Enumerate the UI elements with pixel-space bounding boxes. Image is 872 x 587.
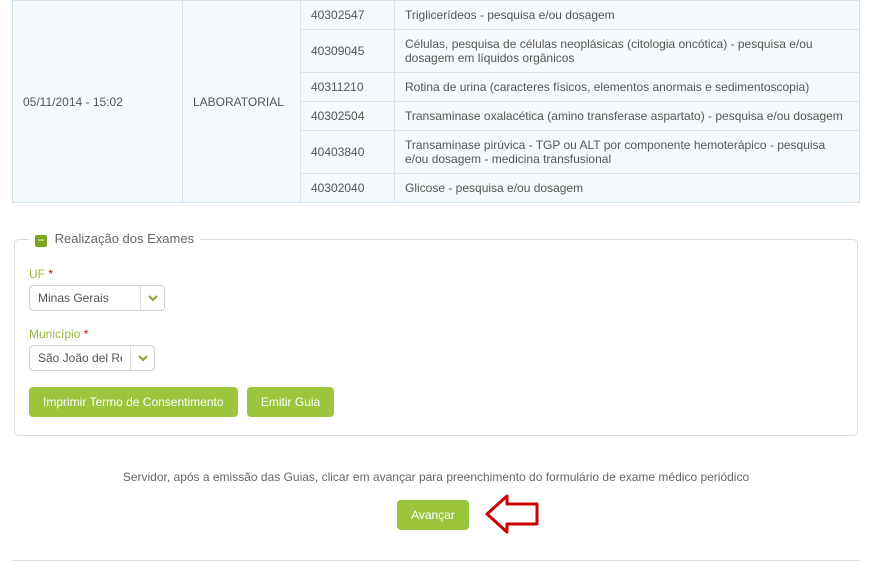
exam-desc-cell: Células, pesquisa de células neoplásicas…: [395, 30, 860, 73]
exam-code-cell: 40302547: [301, 1, 395, 30]
exam-code-cell: 40309045: [301, 30, 395, 73]
advance-button[interactable]: Avançar: [397, 500, 469, 530]
municipio-select[interactable]: [29, 345, 155, 371]
chevron-down-icon: [148, 293, 158, 303]
municipio-dropdown-arrow[interactable]: [130, 346, 154, 370]
uf-select[interactable]: [29, 285, 165, 311]
exam-code-cell: 40311210: [301, 73, 395, 102]
exam-category-cell: LABORATORIAL: [183, 1, 301, 203]
municipio-label: Município *: [29, 327, 843, 341]
municipio-input[interactable]: [30, 346, 130, 370]
exam-desc-cell: Triglicerídeos - pesquisa e/ou dosagem: [395, 1, 860, 30]
callout-arrow-icon: [482, 494, 542, 537]
separator: [12, 560, 860, 561]
collapse-icon[interactable]: −: [35, 235, 47, 247]
print-consent-button[interactable]: Imprimir Termo de Consentimento: [29, 387, 238, 417]
exam-code-cell: 40302040: [301, 174, 395, 203]
uf-input[interactable]: [30, 286, 140, 310]
exam-datetime-cell: 05/11/2014 - 15:02: [13, 1, 183, 203]
realizacao-exames-panel: − Realização dos Exames UF * Município *: [14, 231, 858, 436]
exams-table: 05/11/2014 - 15:02LABORATORIAL40302547Tr…: [12, 0, 860, 203]
chevron-down-icon: [138, 353, 148, 363]
exam-code-cell: 40302504: [301, 102, 395, 131]
exam-desc-cell: Glicose - pesquisa e/ou dosagem: [395, 174, 860, 203]
exam-desc-cell: Transaminase oxalacética (amino transfer…: [395, 102, 860, 131]
table-row: 05/11/2014 - 15:02LABORATORIAL40302547Tr…: [13, 1, 860, 30]
exam-code-cell: 40403840: [301, 131, 395, 174]
footer-note: Servidor, após a emissão das Guias, clic…: [12, 470, 860, 484]
panel-legend: − Realização dos Exames: [29, 231, 200, 247]
panel-title: Realização dos Exames: [55, 231, 194, 246]
emit-guide-button[interactable]: Emitir Guia: [247, 387, 334, 417]
exam-desc-cell: Transaminase pirúvica - TGP ou ALT por c…: [395, 131, 860, 174]
exam-desc-cell: Rotina de urina (caracteres físicos, ele…: [395, 73, 860, 102]
uf-dropdown-arrow[interactable]: [140, 286, 164, 310]
uf-label: UF *: [29, 267, 843, 281]
